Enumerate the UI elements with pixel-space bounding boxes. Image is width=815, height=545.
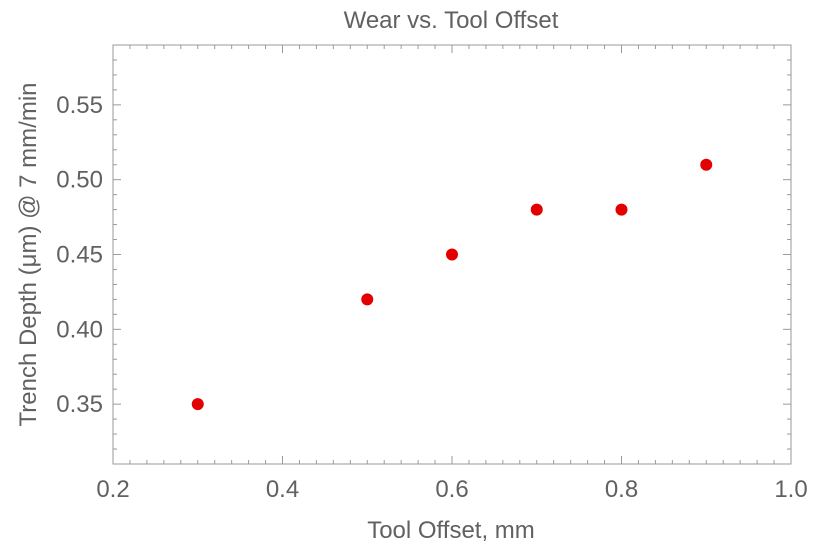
y-tick-label: 0.45 (56, 242, 103, 269)
x-tick-label: 1.0 (774, 476, 807, 503)
y-tick-label: 0.40 (56, 316, 103, 343)
data-point (191, 398, 204, 411)
x-tick-labels: 0.2 0.4 0.6 0.8 1.0 (96, 476, 807, 503)
x-tick-label: 0.6 (435, 476, 468, 503)
data-point (361, 293, 374, 306)
y-tick-label: 0.50 (56, 167, 103, 194)
data-points (191, 158, 713, 411)
y-axis-label: Trench Depth (μm) @ 7 mm/min (15, 82, 42, 426)
x-axis-label: Tool Offset, mm (367, 517, 535, 544)
data-point (446, 248, 458, 261)
y-tick-label: 0.55 (56, 92, 103, 119)
x-tick-label: 0.4 (266, 476, 299, 503)
chart-title: Wear vs. Tool Offset (344, 7, 559, 34)
data-point (530, 203, 543, 216)
axis-ticks (112, 44, 792, 465)
x-tick-label: 0.8 (605, 476, 638, 503)
x-tick-label: 0.2 (96, 476, 129, 503)
data-point (700, 158, 713, 171)
y-tick-label: 0.35 (56, 391, 103, 418)
data-point (615, 203, 628, 216)
y-tick-labels: 0.35 0.40 0.45 0.50 0.55 (56, 92, 103, 418)
